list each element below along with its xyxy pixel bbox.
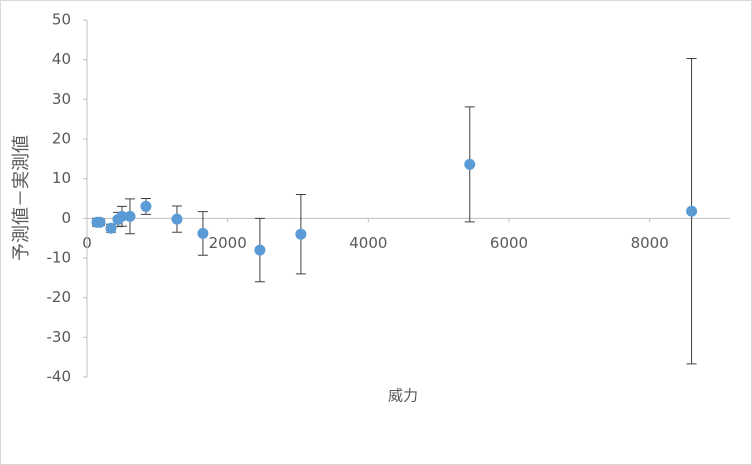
point [140,200,152,212]
y-tick-label: -30 [47,328,72,346]
y-tick-label: 30 [52,90,71,108]
point [197,227,209,239]
y-tick-label: 10 [52,169,71,187]
x-tick-label: 4000 [349,234,387,252]
y-tick-label: -40 [47,368,72,386]
y-tick-label: -10 [47,249,72,267]
y-tick-label: 50 [52,11,71,29]
point [171,213,183,225]
y-tick-label: -20 [47,288,72,306]
y-tick-label: 0 [61,209,71,227]
x-tick-label: 8000 [631,234,669,252]
point [254,244,266,256]
x-tick-label: 2000 [209,234,247,252]
point [116,210,128,222]
y-axis-label: 予測値－実測値 [11,135,32,261]
x-axis-label: 威力 [388,387,418,405]
point [105,222,117,234]
x-tick-label: 6000 [490,234,528,252]
point [124,210,136,222]
point [686,205,698,217]
point [94,216,106,228]
point [464,158,476,170]
y-tick-label: 40 [52,50,71,68]
y-tick-label: 20 [52,130,71,148]
point [295,228,307,240]
